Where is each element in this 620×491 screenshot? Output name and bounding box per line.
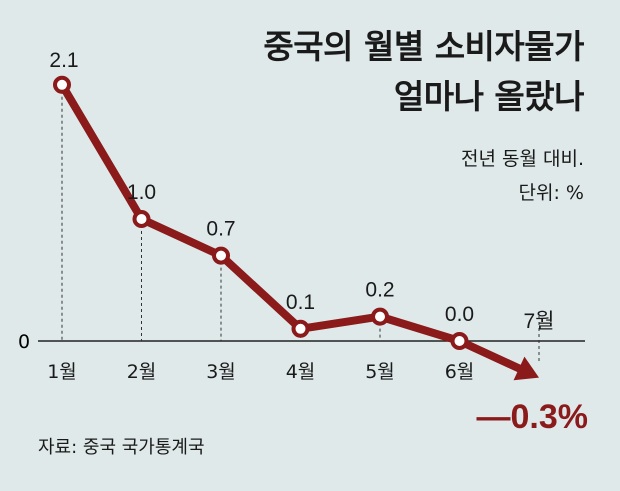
data-labels: 2.1 1.0 0.7 0.1 0.2 0.0 7월	[49, 49, 554, 333]
data-point	[53, 75, 71, 94]
x-tick-label: 6월	[445, 361, 475, 383]
data-label: 7월	[524, 310, 555, 333]
title-line-2: 얼마나 올랐나	[393, 77, 585, 116]
subtitle-line-1: 전년 동월 대비.	[461, 148, 584, 170]
data-label: 2.1	[49, 49, 78, 72]
data-points	[53, 75, 469, 350]
x-tick-label: 2월	[127, 361, 157, 383]
x-tick-label: 4월	[286, 361, 316, 383]
data-point	[212, 246, 230, 265]
title-line-1: 중국의 월별 소비자물가	[263, 27, 584, 66]
data-label: 0.0	[445, 303, 474, 326]
x-tick-label: 3월	[206, 361, 236, 383]
data-label: 0.1	[286, 291, 315, 314]
unit-label: 단위: %	[518, 182, 584, 204]
highlight-value-label: —0.3%	[477, 398, 589, 436]
data-point	[371, 307, 389, 326]
y-tick-label: 0	[18, 331, 30, 353]
x-tick-label: 5월	[365, 361, 395, 383]
x-tick-labels: 1월 2월 3월 4월 5월 6월	[47, 361, 474, 383]
chart-title: 중국의 월별 소비자물가 얼마나 올랐나	[263, 22, 584, 122]
arrowhead	[513, 356, 539, 381]
data-label: 1.0	[127, 181, 156, 204]
data-point	[132, 210, 151, 228]
chart-subtitle: 전년 동월 대비. 단위: %	[461, 142, 584, 210]
x-tick-label: 1월	[47, 361, 77, 383]
source-note: 자료: 중국 국가통계국	[38, 437, 205, 458]
data-point	[450, 332, 469, 350]
data-point	[291, 319, 310, 338]
data-label: 0.2	[365, 279, 394, 302]
data-label: 0.7	[206, 218, 235, 241]
